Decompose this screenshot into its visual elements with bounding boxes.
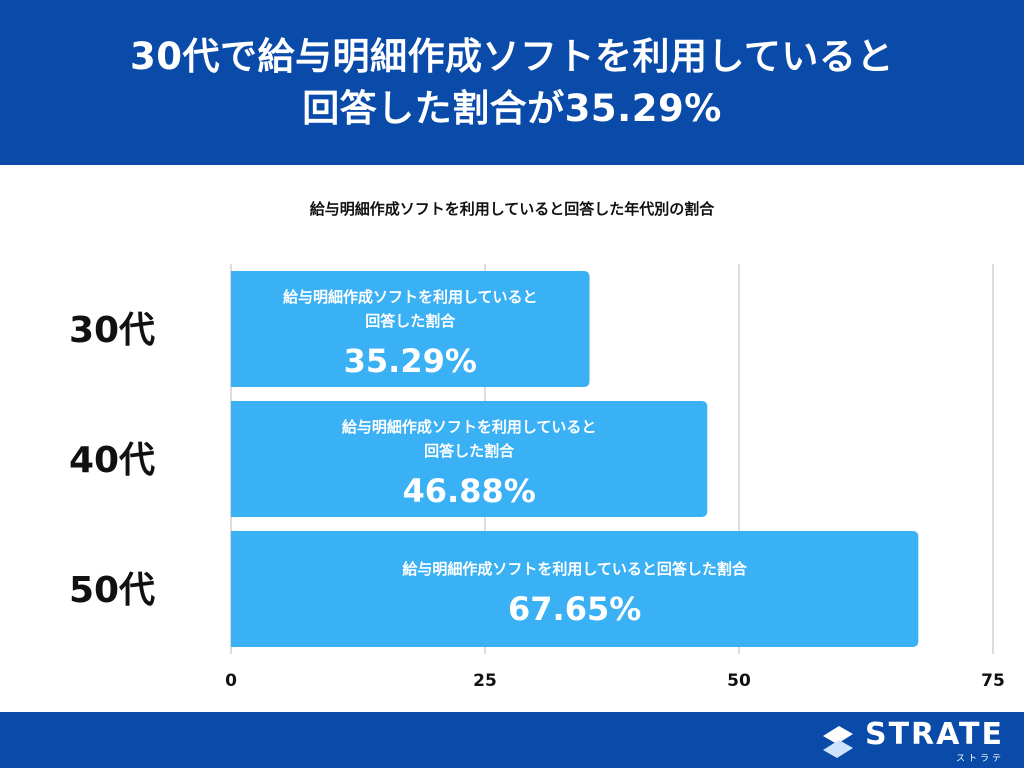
bar-1 — [231, 401, 708, 517]
page-title-line1: 30代で給与明細作成ソフトを利用していると — [130, 34, 894, 78]
x-tick-label-50: 50 — [727, 671, 751, 691]
data-label-1: 46.88% — [403, 472, 536, 510]
category-label-1: 40代 — [69, 440, 155, 481]
bar-chart: 0 25 50 7530代給与明細作成ソフトを利用していると回答した割合35.29%4… — [69, 264, 1005, 691]
bar-caption-1-0: 給与明細作成ソフトを利用していると — [342, 418, 597, 436]
footer-bar: STRATE ストラテ — [0, 712, 1024, 768]
category-label-0: 30代 — [69, 310, 155, 351]
x-tick-label-25: 25 — [473, 671, 497, 691]
page-title-line2: 回答した割合が35.29% — [302, 86, 722, 130]
x-tick-label-0: 0 — [225, 671, 237, 691]
data-label-2: 67.65% — [508, 590, 641, 628]
bar-0 — [231, 271, 590, 387]
bar-2 — [231, 531, 919, 647]
strate-logo-icon — [822, 726, 853, 758]
data-label-0: 35.29% — [344, 342, 477, 380]
x-tick-label-75: 75 — [981, 671, 1005, 691]
bar-caption-0-1: 回答した割合 — [365, 312, 456, 330]
brand-sub: ストラテ — [955, 754, 1004, 764]
category-label-2: 50代 — [69, 570, 155, 611]
chart-title: 給与明細作成ソフトを利用していると回答した年代別の割合 — [309, 200, 715, 218]
bar-caption-0-0: 給与明細作成ソフトを利用していると — [283, 288, 538, 306]
bar-caption-1-1: 回答した割合 — [424, 442, 515, 460]
brand-name: STRATE — [864, 717, 1004, 752]
strate-logo: STRATE ストラテ — [819, 720, 1004, 764]
header-banner: 30代で給与明細作成ソフトを利用していると 回答した割合が35.29% — [0, 0, 1024, 165]
bar-caption-2-0: 給与明細作成ソフトを利用していると回答した割合 — [402, 560, 748, 578]
